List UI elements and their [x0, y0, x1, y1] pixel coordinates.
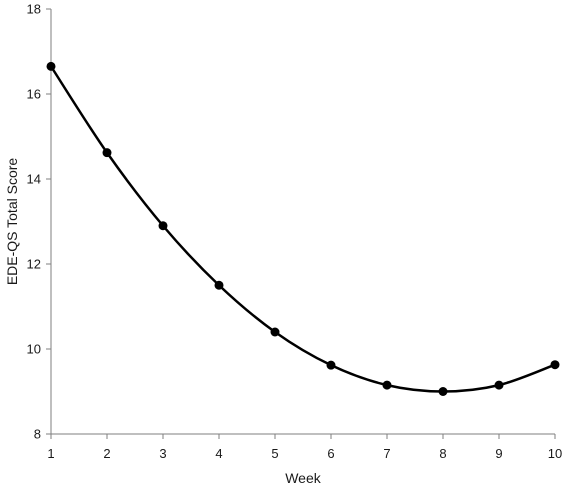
- data-point: [494, 380, 504, 390]
- x-tick-label: 5: [271, 446, 278, 461]
- data-point: [270, 327, 280, 337]
- series-line: [49, 65, 557, 393]
- x-tick-label: 3: [159, 446, 166, 461]
- y-tick-label: 16: [27, 87, 41, 102]
- data-point: [550, 360, 560, 370]
- data-point: [102, 148, 112, 158]
- y-tick-label: 12: [27, 257, 41, 272]
- data-point: [46, 61, 56, 71]
- y-tick-label: 14: [27, 172, 41, 187]
- x-tick-label: 7: [383, 446, 390, 461]
- x-tick-label: 1: [47, 446, 54, 461]
- y-tick-label: 18: [27, 2, 41, 17]
- x-tick-label: 6: [327, 446, 334, 461]
- x-axis-title: Week: [285, 470, 322, 486]
- x-tick-label: 10: [548, 446, 562, 461]
- y-axis-title: EDE-QS Total Score: [4, 158, 20, 286]
- data-point: [158, 221, 168, 231]
- x-tick-label: 2: [103, 446, 110, 461]
- data-point: [326, 360, 336, 370]
- x-axis-ticks: 1 2 3 4 5 6 7 8 9 10: [47, 434, 562, 461]
- series-group: [46, 61, 560, 396]
- data-point: [214, 280, 224, 290]
- y-tick-label: 10: [27, 342, 41, 357]
- x-tick-label: 8: [439, 446, 446, 461]
- y-tick-label: 8: [34, 427, 41, 442]
- x-tick-label: 9: [495, 446, 502, 461]
- y-axis-ticks: 8 10 12 14 16 18: [27, 2, 51, 442]
- data-point: [438, 387, 448, 396]
- data-point: [382, 380, 392, 390]
- x-tick-label: 4: [215, 446, 222, 461]
